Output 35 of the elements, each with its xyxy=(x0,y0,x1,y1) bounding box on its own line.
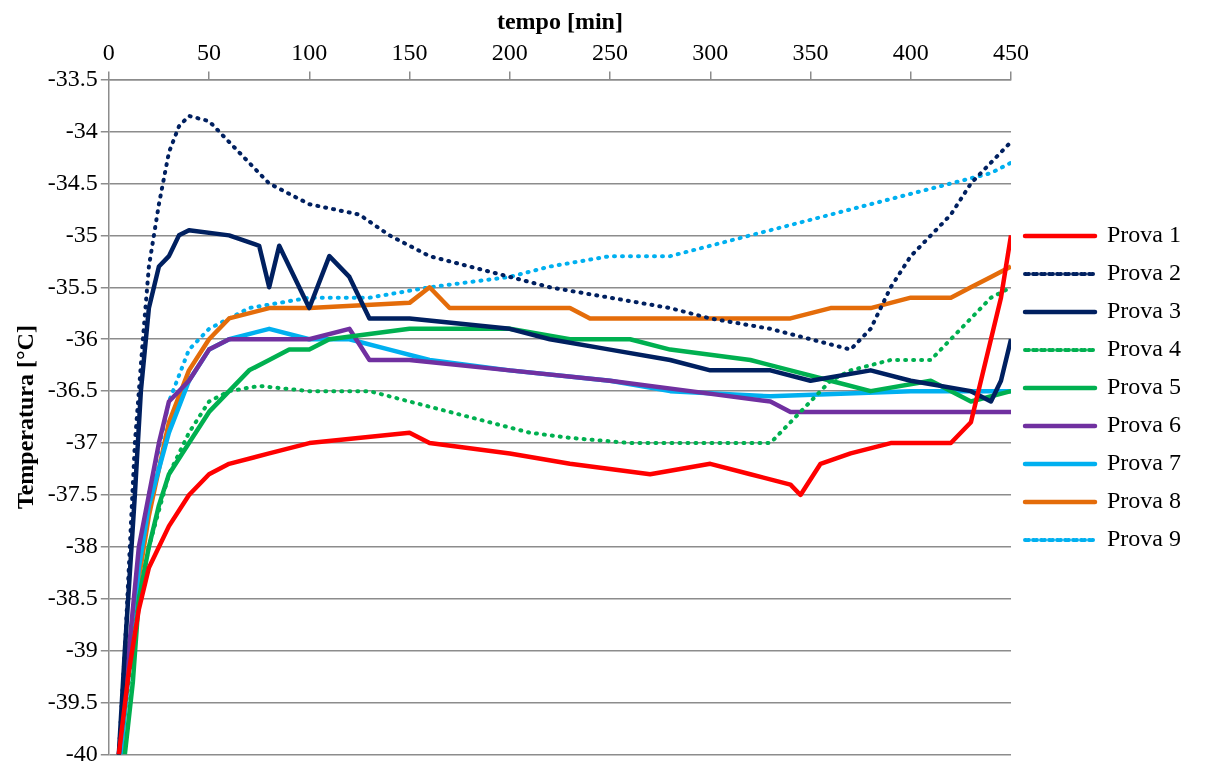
y-tick-label: -38.5 xyxy=(47,584,98,611)
y-tick-label: -38 xyxy=(65,532,98,559)
y-tick-label: -33.5 xyxy=(47,64,98,91)
x-tick-label: 100 xyxy=(291,39,328,66)
y-tick-label: -37 xyxy=(65,428,98,455)
legend-label: Prova 8 xyxy=(1107,487,1182,514)
y-axis-title: Temperatura [°C] xyxy=(11,325,38,510)
x-tick-label: 200 xyxy=(491,39,528,66)
y-tick-label: -39 xyxy=(65,636,98,663)
x-axis-title: tempo [min] xyxy=(496,7,623,34)
x-tick-label: 0 xyxy=(102,39,115,66)
legend-label: Prova 6 xyxy=(1107,411,1182,438)
x-tick-label: 50 xyxy=(197,39,222,66)
y-tick-label: -34.5 xyxy=(47,168,98,195)
x-tick-label: 450 xyxy=(993,39,1030,66)
legend-label: Prova 5 xyxy=(1107,373,1182,400)
x-tick-label: 150 xyxy=(391,39,428,66)
legend-label: Prova 3 xyxy=(1107,297,1182,324)
legend-label: Prova 1 xyxy=(1107,221,1182,248)
x-tick-label: 250 xyxy=(592,39,629,66)
y-tick-label: -39.5 xyxy=(47,687,98,714)
y-tick-label: -37.5 xyxy=(47,480,98,507)
y-tick-label: -36 xyxy=(65,324,98,351)
y-tick-label: -35.5 xyxy=(47,272,98,299)
legend-label: Prova 7 xyxy=(1107,449,1182,476)
legend-label: Prova 9 xyxy=(1107,525,1182,552)
y-tick-label: -35 xyxy=(65,220,98,247)
legend-label: Prova 4 xyxy=(1107,335,1182,362)
x-tick-label: 300 xyxy=(692,39,729,66)
x-tick-label: 350 xyxy=(792,39,829,66)
legend-label: Prova 2 xyxy=(1107,259,1182,286)
x-tick-label: 400 xyxy=(892,39,929,66)
y-tick-label: -36.5 xyxy=(47,376,98,403)
y-tick-label: -40 xyxy=(65,739,98,766)
y-tick-label: -34 xyxy=(65,116,98,143)
